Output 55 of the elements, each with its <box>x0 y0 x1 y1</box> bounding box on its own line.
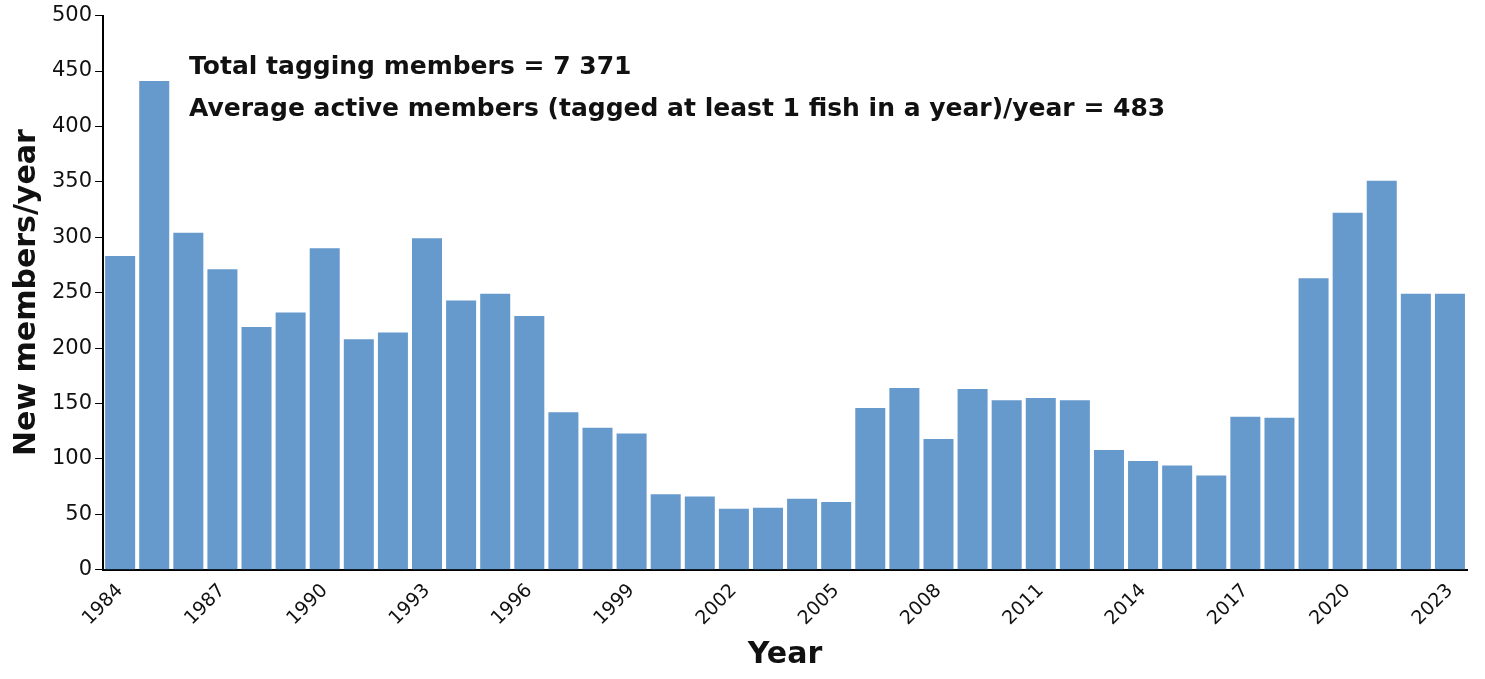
bar <box>275 312 306 570</box>
y-tick-label: 400 <box>51 112 93 137</box>
annotation: Total tagging members = 7 371 <box>189 51 632 81</box>
y-tick-label: 250 <box>51 279 93 304</box>
bar <box>139 80 170 570</box>
bar <box>684 496 715 570</box>
bar <box>446 300 477 570</box>
bar <box>1366 180 1397 570</box>
bar <box>1196 475 1227 570</box>
bar <box>1298 278 1329 570</box>
annotation: Average active members (tagged at least 1 fish in a year)/year = 483 <box>189 93 1166 123</box>
bar <box>991 400 1022 570</box>
bar <box>1434 293 1465 570</box>
y-tick-label: 150 <box>51 389 93 414</box>
y-tick-label: 50 <box>65 500 93 525</box>
bar <box>957 389 988 570</box>
bar <box>309 248 340 570</box>
bar <box>377 332 408 570</box>
bar <box>821 502 852 570</box>
bar <box>1264 417 1295 570</box>
bar <box>1332 212 1363 570</box>
bar <box>105 256 136 570</box>
bar <box>616 433 647 570</box>
y-tick-label: 300 <box>51 223 93 248</box>
bar <box>1162 465 1193 570</box>
bar <box>650 494 681 570</box>
bar <box>752 507 783 570</box>
bar <box>1400 293 1431 570</box>
bar <box>548 412 579 570</box>
bar <box>1059 400 1090 570</box>
bar <box>718 508 749 570</box>
bar <box>923 438 954 570</box>
bar <box>787 498 818 570</box>
bar <box>855 407 886 570</box>
bar <box>514 315 545 570</box>
bar <box>173 232 204 570</box>
x-axis-title: Year <box>746 634 823 670</box>
bar <box>1025 397 1056 570</box>
bar <box>889 387 920 570</box>
bar <box>582 427 613 570</box>
y-tick-label: 450 <box>51 57 93 82</box>
bar <box>480 293 511 570</box>
y-tick-label: 200 <box>51 334 93 359</box>
bar <box>1230 416 1261 570</box>
bar <box>412 238 443 570</box>
y-tick-label: 100 <box>51 445 93 470</box>
y-tick-label: 350 <box>51 168 93 193</box>
bar <box>1128 461 1159 570</box>
bar <box>343 339 374 570</box>
y-tick-label: 0 <box>78 556 93 581</box>
y-axis-title: New members/year <box>6 129 42 457</box>
bar <box>1093 450 1124 570</box>
bar <box>207 269 238 570</box>
bar <box>241 327 272 570</box>
y-tick-label: 500 <box>51 2 93 27</box>
